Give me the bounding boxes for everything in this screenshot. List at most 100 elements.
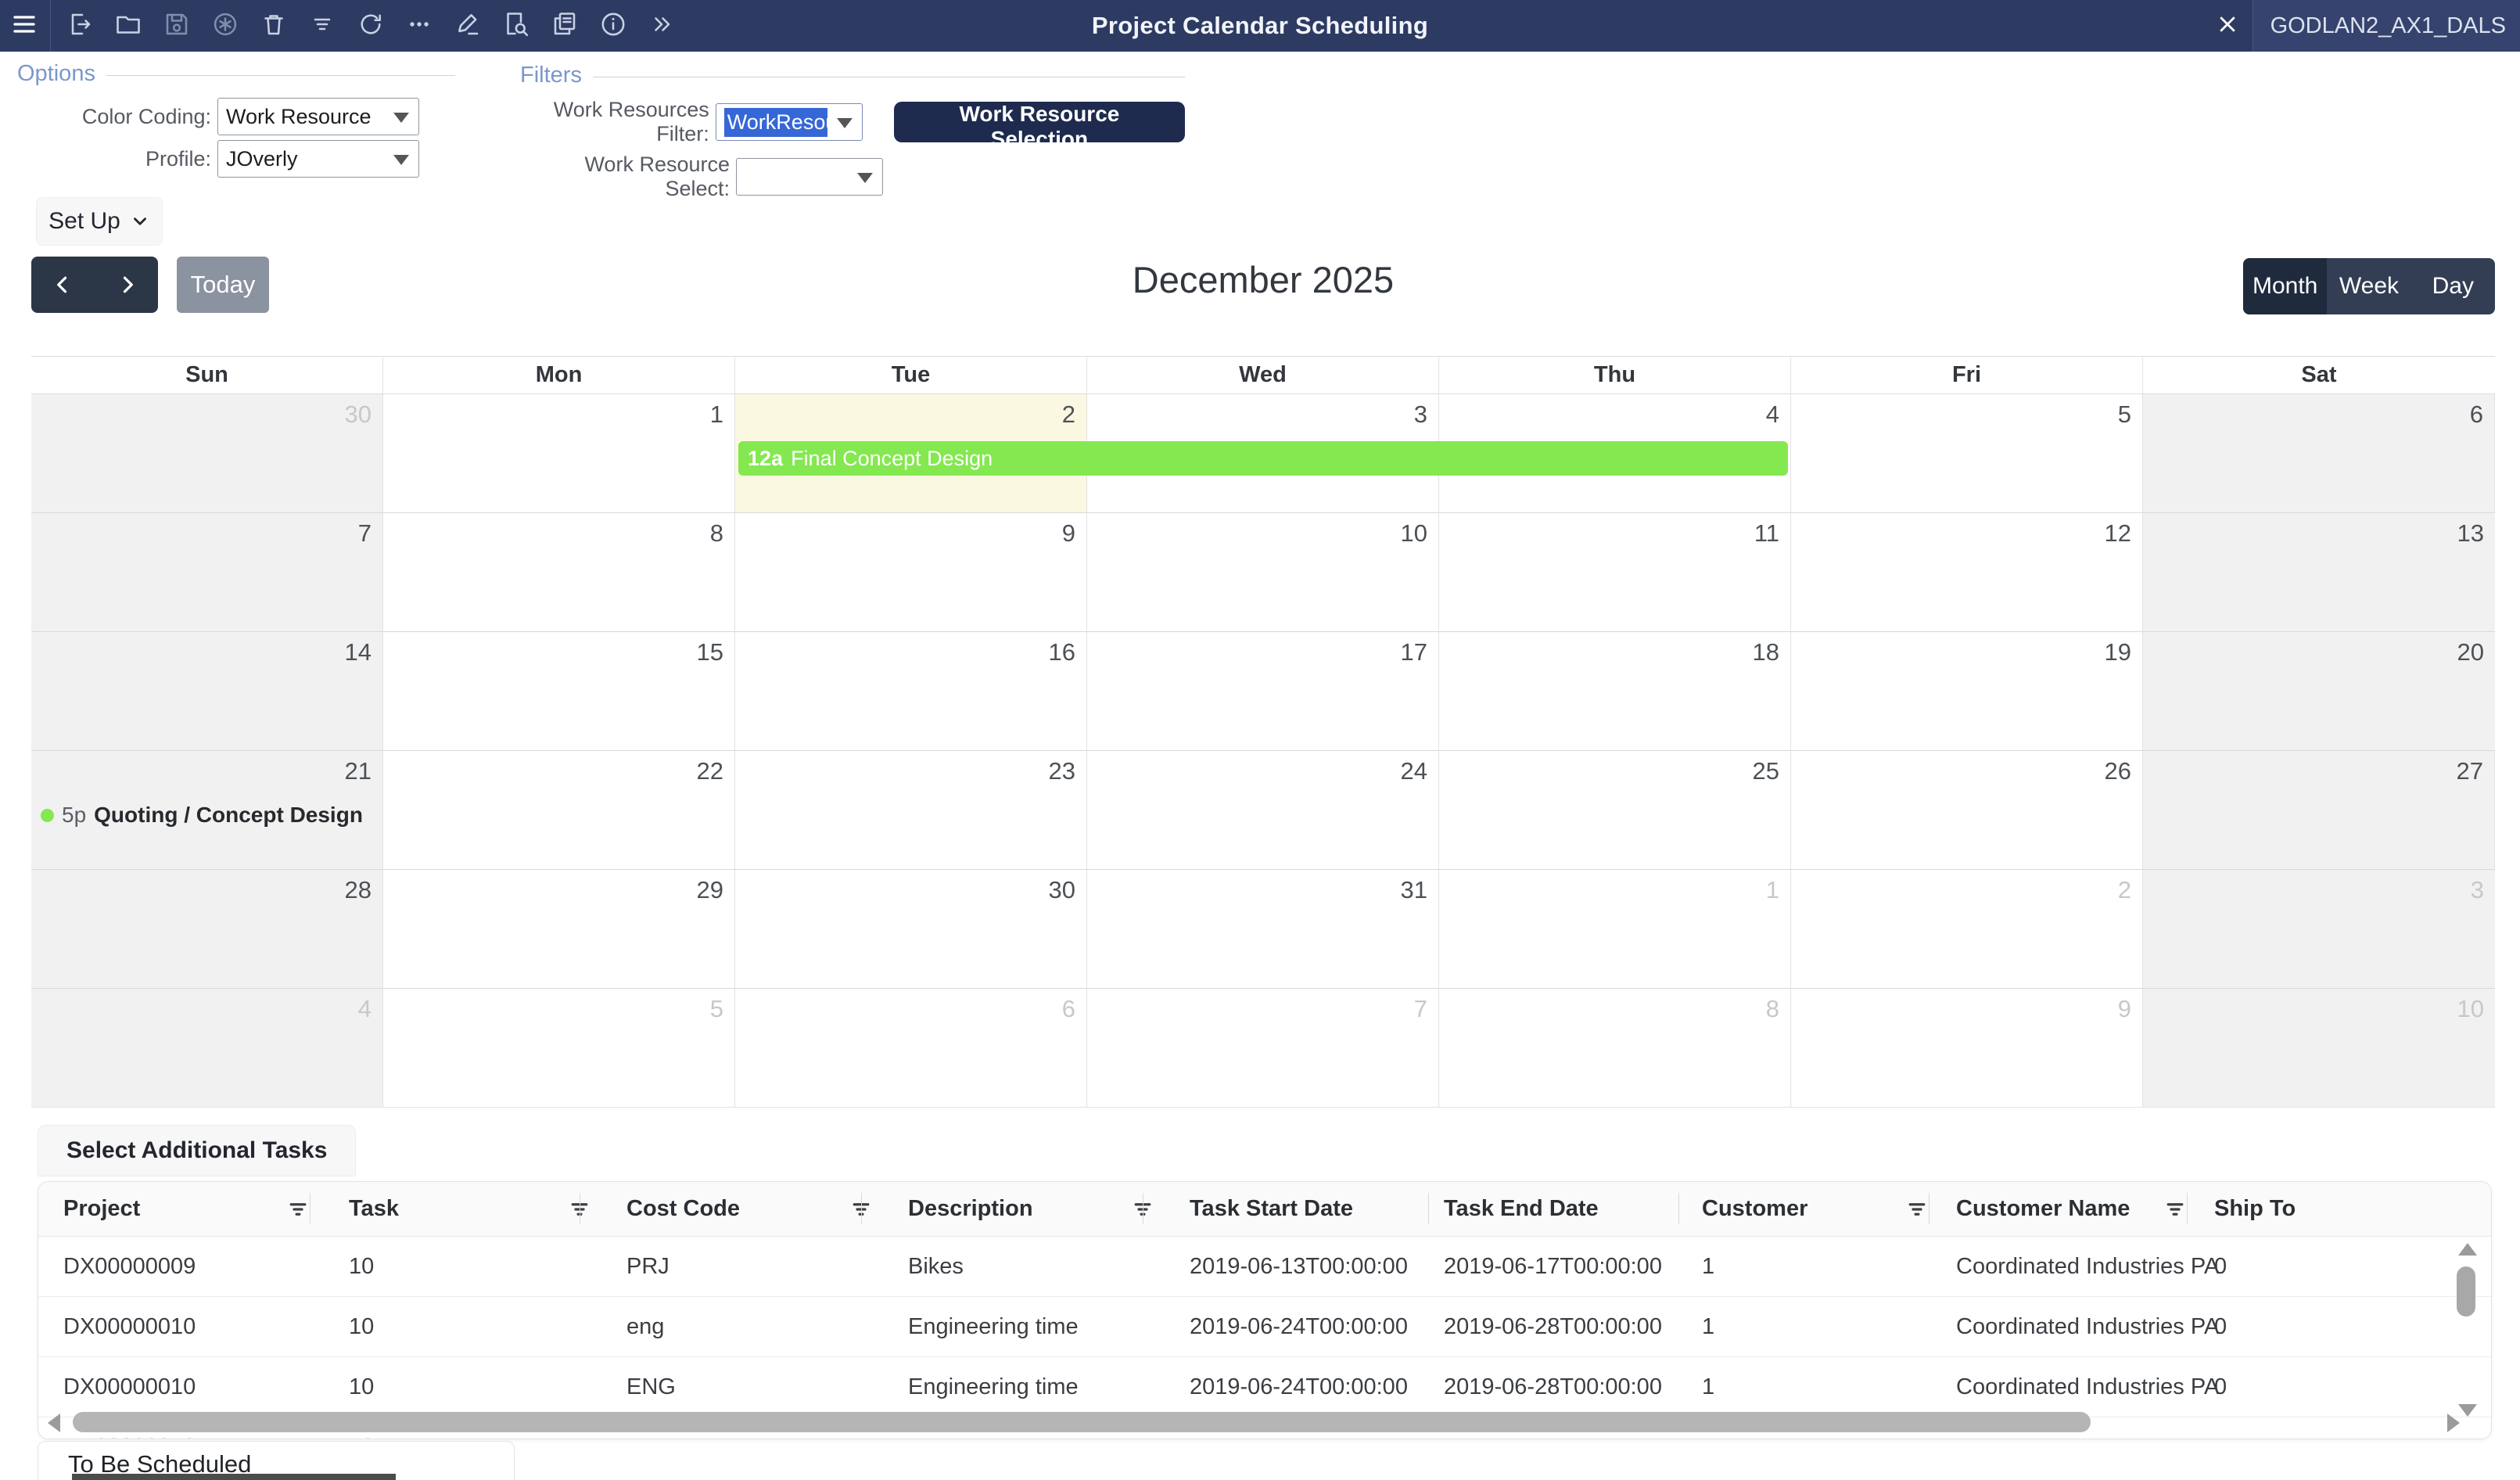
more-button[interactable] [395, 0, 443, 52]
close-button[interactable] [2202, 0, 2253, 52]
calendar-cell[interactable]: 27 [2143, 751, 2495, 869]
scroll-left-icon[interactable] [48, 1414, 60, 1432]
calendar-cell[interactable]: 7 [1087, 989, 1439, 1107]
more-tools-button[interactable] [637, 0, 686, 52]
scroll-up-icon[interactable] [2458, 1243, 2477, 1255]
calendar-cell[interactable]: 23 [735, 751, 1087, 869]
horizontal-scroll-thumb[interactable] [73, 1412, 2091, 1432]
column-header-customer-name[interactable]: Customer Name [1956, 1196, 2131, 1221]
prev-month-button[interactable] [31, 257, 95, 313]
horizontal-scrollbar[interactable] [38, 1412, 2463, 1435]
filter-icon[interactable] [1905, 1198, 1929, 1221]
calendar-cell[interactable]: 4 [31, 989, 383, 1107]
column-header-ship-to[interactable]: Ship To [2214, 1196, 2296, 1221]
calendar-cell[interactable]: 1 [383, 394, 735, 512]
select-additional-tasks-button[interactable]: Select Additional Tasks [38, 1125, 357, 1176]
delete-button[interactable] [249, 0, 298, 52]
calendar-cell[interactable]: 6 [735, 989, 1087, 1107]
table-row[interactable]: DX00000009 10 PRJ Bikes 2019-06-13T00:00:00 2… [38, 1237, 2491, 1297]
export-button[interactable] [56, 0, 104, 52]
more-tools-icon [648, 10, 676, 42]
calendar-cell[interactable]: 5 [1791, 394, 2143, 512]
column-header-cost-code[interactable]: Cost Code [626, 1196, 740, 1221]
calendar-cell[interactable]: 19 [1791, 632, 2143, 750]
calendar-cell[interactable]: 1 [1439, 870, 1791, 988]
next-month-button[interactable] [95, 257, 158, 313]
color-coding-select[interactable]: Work Resource [217, 98, 419, 135]
calendar-cell[interactable]: 8 [1439, 989, 1791, 1107]
calendar-cell[interactable]: 3 [2143, 870, 2495, 988]
calendar-cell[interactable]: 20 [2143, 632, 2495, 750]
calendar-cell[interactable]: 7 [31, 513, 383, 631]
calendar-cell[interactable]: 18 [1439, 632, 1791, 750]
column-header-description[interactable]: Description [908, 1196, 1033, 1221]
tab-week[interactable]: Week [2339, 273, 2400, 299]
table-row-partial[interactable]: DX00000010 10 [38, 1417, 2491, 1439]
calendar-cell[interactable]: 17 [1087, 632, 1439, 750]
table-row[interactable]: DX00000010 10 ENG Engineering time 2019-06-2… [38, 1357, 2491, 1417]
calendar-cell[interactable]: 10 [1087, 513, 1439, 631]
refresh-button[interactable] [346, 0, 395, 52]
scroll-right-icon[interactable] [2447, 1414, 2460, 1432]
work-resource-selection-button[interactable]: Work Resource Selection [893, 102, 1185, 151]
edit-button[interactable] [443, 0, 492, 52]
calendar-cell[interactable]: 9 [1791, 989, 2143, 1107]
filter-icon[interactable] [2163, 1198, 2187, 1221]
column-header-project[interactable]: Project [63, 1196, 141, 1221]
calendar-cell[interactable]: 14 [31, 632, 383, 750]
calendar-cell[interactable]: 10 [2143, 989, 2495, 1107]
date-number: 9 [2117, 995, 2131, 1022]
calendar-cell[interactable]: 6 [2143, 394, 2495, 512]
menu-button[interactable] [0, 0, 48, 52]
calendar-cell[interactable]: 25 [1439, 751, 1791, 869]
folder-open-button[interactable] [104, 0, 153, 52]
profile-select[interactable]: JOverly [217, 140, 419, 178]
filter-icon[interactable] [286, 1198, 310, 1221]
calendar-cell[interactable]: 26 [1791, 751, 2143, 869]
calendar-cell[interactable]: 28 [31, 870, 383, 988]
workspace-tab[interactable]: GODLAN2_AX1_DALS [2252, 0, 2520, 52]
calendar-cell[interactable]: 13 [2143, 513, 2495, 631]
copies-button[interactable] [540, 0, 589, 52]
search-file-button[interactable] [492, 0, 540, 52]
table-cell: 0 [2214, 1314, 2227, 1339]
column-header-task[interactable]: Task [349, 1196, 399, 1221]
column-header-task-end-date[interactable]: Task End Date [1444, 1196, 1599, 1221]
vertical-scrollbar[interactable] [2457, 1243, 2477, 1417]
calendar-cell[interactable]: 31 [1087, 870, 1439, 988]
event-dot-item[interactable]: 5p Quoting / Concept Design [41, 803, 363, 828]
calendar-cell[interactable]: 22 [383, 751, 735, 869]
calendar-cell[interactable]: 24 [1087, 751, 1439, 869]
chevron-right-icon [123, 276, 133, 293]
calendar-cell[interactable]: 21 [31, 751, 383, 869]
tab-day[interactable]: Day [2432, 273, 2474, 299]
tab-month[interactable]: Month [2243, 258, 2328, 314]
setup-button[interactable]: Set Up [36, 197, 163, 246]
calendar-cell[interactable]: 30 [31, 394, 383, 512]
calendar-cell[interactable]: 12 [1791, 513, 2143, 631]
save-button[interactable] [153, 0, 201, 52]
calendar-cell[interactable]: 15 [383, 632, 735, 750]
table-row[interactable]: DX00000010 10 eng Engineering time 2019-06-2… [38, 1297, 2491, 1357]
calendar-cell[interactable]: 2 [1791, 870, 2143, 988]
info-button[interactable] [589, 0, 637, 52]
calendar-cell[interactable]: 11 [1439, 513, 1791, 631]
to-be-scheduled-tab[interactable]: To Be Scheduled [38, 1441, 515, 1480]
wr-select-select[interactable] [736, 158, 883, 196]
calendar-cell[interactable]: 5 [383, 989, 735, 1107]
calendar-cell[interactable]: 9 [735, 513, 1087, 631]
calendar-cell[interactable]: 16 [735, 632, 1087, 750]
today-button[interactable]: Today [177, 257, 269, 313]
column-header-task-start-date[interactable]: Task Start Date [1190, 1196, 1353, 1221]
scroll-down-icon[interactable] [2458, 1404, 2477, 1417]
calendar-cell[interactable]: 29 [383, 870, 735, 988]
asterisk-button[interactable] [201, 0, 249, 52]
filter-button[interactable] [298, 0, 346, 52]
toolbar-right: GODLAN2_AX1_DALS [2202, 0, 2520, 52]
event-bar[interactable]: 12a Final Concept Design [738, 441, 1788, 476]
column-header-customer[interactable]: Customer [1702, 1196, 1808, 1221]
calendar-cell[interactable]: 8 [383, 513, 735, 631]
calendar-cell[interactable]: 30 [735, 870, 1087, 988]
vertical-scroll-thumb[interactable] [2457, 1266, 2475, 1317]
